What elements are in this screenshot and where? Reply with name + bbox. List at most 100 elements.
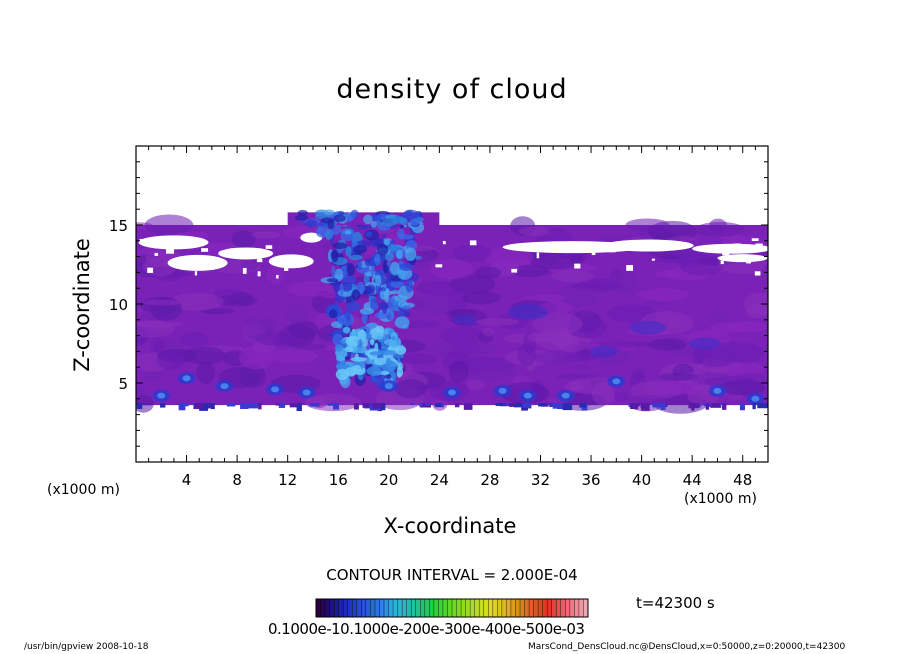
clear-gap — [256, 258, 263, 263]
clear-gap — [746, 258, 752, 264]
edge-fragment — [194, 403, 204, 409]
texture-blob — [474, 266, 502, 280]
clear-gap — [733, 243, 741, 250]
convective-cell — [404, 247, 417, 261]
convective-core — [350, 356, 367, 362]
colorbar-cell — [402, 599, 408, 617]
texture-blob — [475, 318, 519, 326]
edge-fragment — [258, 403, 262, 410]
texture-blob — [231, 230, 256, 248]
edge-fragment — [226, 403, 236, 407]
texture-blob — [695, 221, 745, 237]
texture-blob — [415, 281, 460, 296]
y-tick-label: 10 — [109, 296, 128, 314]
clear-gap — [265, 245, 273, 249]
edge-fragment — [372, 403, 382, 409]
texture-blob — [527, 331, 566, 343]
colorbar-cell — [424, 599, 430, 617]
convective-cell — [405, 279, 414, 293]
convective-cell — [399, 263, 414, 272]
colorbar-cell — [406, 599, 412, 617]
edge-fragment — [705, 403, 710, 410]
convective-cell — [351, 289, 361, 301]
texture-blob — [178, 332, 209, 347]
colorbar-cell — [574, 599, 580, 617]
convective-core — [380, 350, 396, 356]
convective-cell — [390, 261, 400, 276]
blue-patch — [507, 303, 548, 320]
x-tick-label: 24 — [430, 471, 449, 489]
colorbar-frame — [315, 598, 589, 618]
colorbar-cell — [456, 599, 462, 617]
convective-cell — [345, 246, 352, 257]
texture-blob — [141, 299, 180, 306]
texture-blob — [288, 320, 319, 339]
colorbar-cell — [542, 599, 548, 617]
clear-gap — [201, 248, 209, 252]
edge-fragment — [136, 403, 143, 409]
convective-core — [397, 372, 402, 378]
texture-blob — [462, 291, 501, 305]
edge-fragment — [562, 403, 573, 411]
colorbar-cell — [420, 599, 426, 617]
convective-core — [351, 346, 368, 354]
convective-cell — [374, 253, 381, 266]
texture-blob — [157, 351, 186, 371]
low-cell-core — [561, 392, 570, 399]
edge-fragment — [722, 403, 727, 410]
convective-cell — [383, 264, 390, 274]
texture-blob — [556, 373, 598, 380]
edge-fragment — [296, 403, 302, 412]
texture-blob — [551, 270, 595, 283]
texture-blob — [745, 303, 768, 319]
colorbar-cell — [524, 599, 530, 617]
low-cell-core — [523, 392, 532, 399]
colorbar-cell — [393, 599, 399, 617]
low-cell-core — [612, 378, 621, 385]
clear-gap — [755, 243, 763, 250]
x-tick-label: 44 — [683, 471, 702, 489]
colorbar-cell — [452, 599, 458, 617]
texture-blob — [532, 312, 583, 335]
texture-blob — [482, 327, 495, 337]
colorbar-cell — [343, 599, 349, 617]
y-axis-label: Z-coordinate — [70, 238, 94, 372]
texture-blob — [196, 361, 215, 385]
texture-blob — [206, 242, 237, 250]
edge-fragment — [440, 403, 445, 408]
edge-fragment — [660, 403, 666, 410]
colorbar-cell — [438, 599, 444, 617]
edge-fragment — [513, 403, 523, 408]
chart-title: density of cloud — [336, 74, 568, 105]
x-tick-label: 8 — [232, 471, 242, 489]
tower-top-cell — [333, 214, 347, 222]
colorbar-cell — [338, 599, 344, 617]
x-tick-label: 36 — [581, 471, 600, 489]
colorbar-cell — [465, 599, 471, 617]
convective-cell — [384, 289, 390, 304]
convective-core — [344, 346, 354, 353]
colorbar-cell — [569, 599, 575, 617]
x-tick-label: 20 — [379, 471, 398, 489]
texture-blob — [136, 321, 184, 328]
x-tick-label: 4 — [182, 471, 192, 489]
convective-cell — [328, 309, 338, 319]
clear-gap — [257, 271, 261, 277]
texture-blob — [510, 264, 550, 278]
colorbar-cell — [538, 599, 544, 617]
x-unit-label-right: (x1000 m) — [684, 491, 757, 507]
convective-cell — [390, 281, 405, 289]
convective-core — [397, 362, 403, 371]
edge-fragment — [160, 403, 166, 408]
texture-blob — [417, 294, 463, 315]
edge-fragment — [506, 403, 514, 406]
convective-core — [385, 357, 392, 369]
clear-gap — [511, 268, 518, 273]
convective-cell — [402, 305, 411, 310]
blue-patch — [589, 345, 618, 358]
convective-cell — [331, 249, 339, 263]
edge-fragment — [463, 403, 473, 410]
low-cell-core — [713, 387, 722, 394]
clear-gap — [717, 254, 768, 263]
